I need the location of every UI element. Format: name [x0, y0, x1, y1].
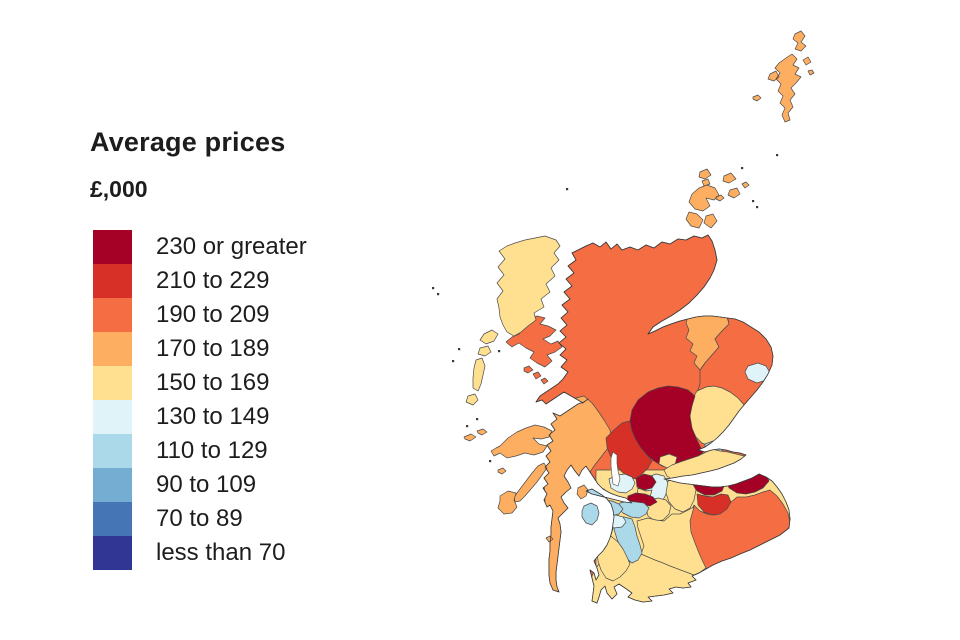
region-jura — [513, 462, 548, 503]
region-midlothian — [696, 493, 732, 516]
legend-label: 110 to 129 — [156, 437, 268, 464]
region-mull — [490, 424, 553, 459]
legend-label: 90 to 109 — [156, 471, 257, 498]
legend-item: 150 to 169 — [93, 366, 307, 400]
region-lewis-harris — [496, 235, 561, 337]
region-arran — [581, 502, 600, 526]
legend-swatch — [93, 468, 132, 502]
region-tiree-coll — [463, 428, 488, 442]
legend-label: 130 to 149 — [156, 403, 270, 430]
legend-label: 210 to 229 — [156, 267, 270, 294]
legend-label: 150 to 169 — [156, 369, 270, 396]
legend-item: 70 to 89 — [93, 502, 307, 536]
legend-label: 190 to 209 — [156, 301, 270, 328]
legend-label: 230 or greater — [156, 233, 307, 260]
legend-item: 130 to 149 — [93, 400, 307, 434]
legend-swatch — [93, 230, 132, 264]
map-units-label: £,000 — [90, 176, 148, 202]
legend-swatch — [93, 298, 132, 332]
coastline-outline — [535, 234, 791, 604]
legend-label: less than 70 — [156, 539, 286, 566]
legend-swatch — [93, 536, 132, 570]
loch-lomond-water — [610, 451, 621, 487]
legend-item: 110 to 129 — [93, 434, 307, 468]
legend: 230 or greater 210 to 229 190 to 209 170 to… — [93, 230, 307, 570]
legend-item: 190 to 209 — [93, 298, 307, 332]
region-uists-barra — [465, 329, 499, 406]
region-small-isles — [523, 365, 549, 385]
legend-swatch — [93, 332, 132, 366]
legend-item: 90 to 109 — [93, 468, 307, 502]
legend-swatch — [93, 366, 132, 400]
legend-swatch — [93, 502, 132, 536]
legend-label: 70 to 89 — [156, 505, 243, 532]
region-east-ayrshire — [613, 516, 643, 564]
region-colonsay-gigha — [497, 467, 554, 543]
legend-item: 170 to 189 — [93, 332, 307, 366]
region-skye — [505, 315, 563, 368]
legend-swatch — [93, 264, 132, 298]
region-bute — [576, 484, 589, 500]
region-islay — [497, 490, 518, 515]
region-orkney — [685, 168, 750, 229]
region-shetland — [752, 30, 815, 123]
legend-item: less than 70 — [93, 536, 307, 570]
map-title: Average prices — [90, 127, 286, 157]
legend-label: 170 to 189 — [156, 335, 270, 362]
legend-item: 210 to 229 — [93, 264, 307, 298]
legend-item: 230 or greater — [93, 230, 307, 264]
small-islet-specks — [432, 154, 779, 463]
legend-swatch — [93, 400, 132, 434]
legend-swatch — [93, 434, 132, 468]
